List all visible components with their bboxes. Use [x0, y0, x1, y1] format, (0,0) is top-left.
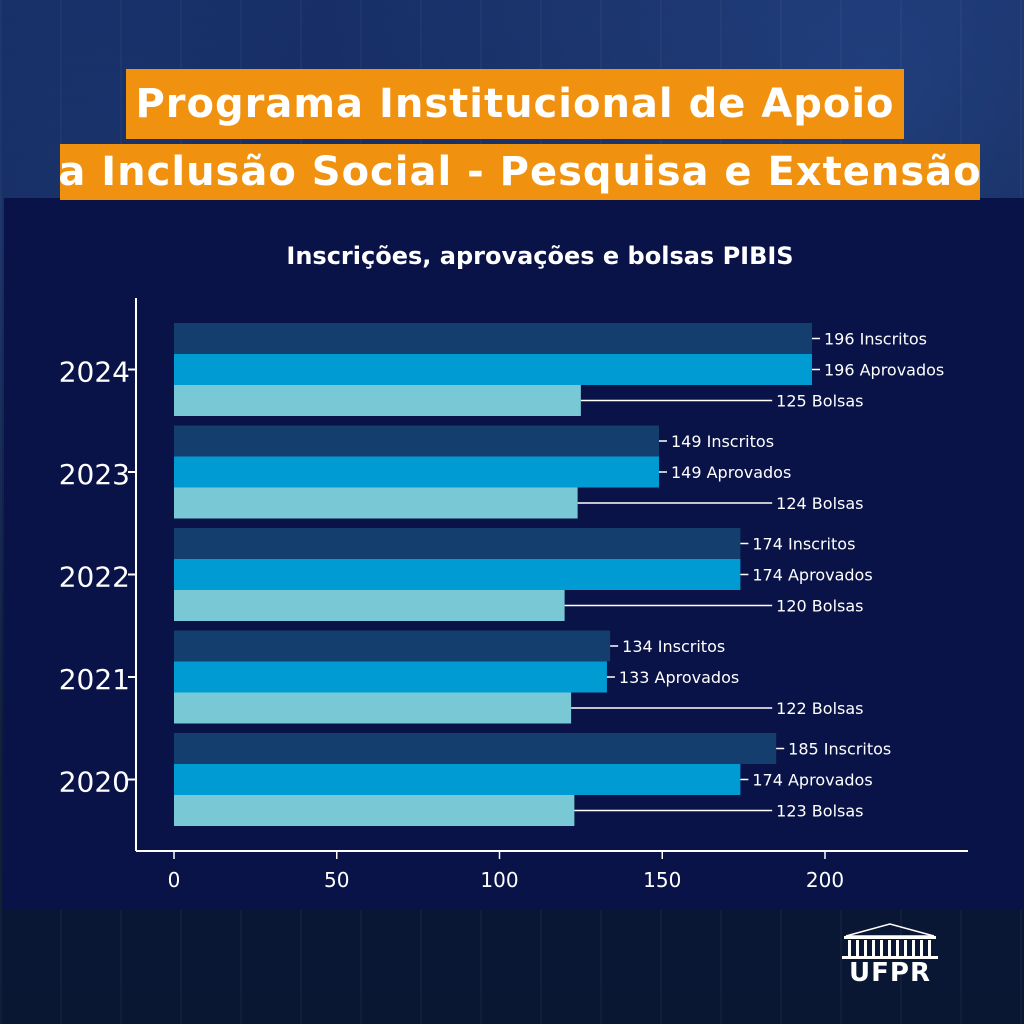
bar-inscritos: [174, 528, 741, 559]
data-label: 149 Aprovados: [671, 463, 791, 482]
x-tick-label: 150: [643, 868, 681, 892]
data-label: 125 Bolsas: [776, 392, 863, 411]
title-line-2: a Inclusão Social - Pesquisa e Extensão: [58, 144, 981, 200]
y-category-label: 2024: [59, 356, 130, 389]
building-icon: [842, 923, 938, 959]
bar-inscritos: [174, 733, 777, 764]
bar-bolsas: [174, 385, 581, 416]
bar-bolsas: [174, 590, 565, 621]
data-label: 120 Bolsas: [776, 597, 863, 616]
data-label: 174 Aprovados: [752, 566, 872, 585]
bar-aprovados: [174, 661, 607, 693]
logo-text: UFPR: [849, 958, 931, 988]
data-label: 185 Inscritos: [788, 740, 891, 759]
data-label: 174 Inscritos: [752, 535, 855, 554]
bar-aprovados: [174, 456, 659, 488]
data-label: 124 Bolsas: [776, 494, 863, 513]
y-category-label: 2023: [59, 458, 130, 491]
bar-inscritos: [174, 630, 611, 662]
data-label: 174 Aprovados: [752, 771, 872, 790]
bar-aprovados: [174, 764, 741, 795]
data-label: 122 Bolsas: [776, 699, 863, 718]
x-tick-label: 200: [806, 868, 844, 892]
data-label: 133 Aprovados: [619, 668, 739, 687]
data-label: 196 Inscritos: [824, 330, 927, 349]
bar-aprovados: [174, 354, 812, 385]
bar-bolsas: [174, 487, 578, 519]
chart-title: Inscrições, aprovações e bolsas PIBIS: [286, 242, 794, 270]
bar-aprovados: [174, 559, 741, 590]
x-tick-label: 100: [480, 868, 518, 892]
bar-inscritos: [174, 425, 659, 457]
y-category-label: 2022: [59, 561, 130, 594]
title-line-1: Programa Institucional de Apoio: [126, 69, 904, 139]
data-label: 196 Aprovados: [824, 361, 944, 380]
bar-bolsas: [174, 795, 575, 826]
bar-bolsas: [174, 692, 572, 724]
x-tick-label: 0: [168, 868, 181, 892]
bar-inscritos: [174, 323, 812, 354]
y-category-label: 2020: [59, 766, 130, 799]
data-label: 134 Inscritos: [622, 637, 725, 656]
x-tick-label: 50: [324, 868, 349, 892]
y-category-label: 2021: [59, 663, 130, 696]
data-label: 149 Inscritos: [671, 432, 774, 451]
data-label: 123 Bolsas: [776, 802, 863, 821]
ufpr-logo: UFPR: [838, 922, 942, 992]
